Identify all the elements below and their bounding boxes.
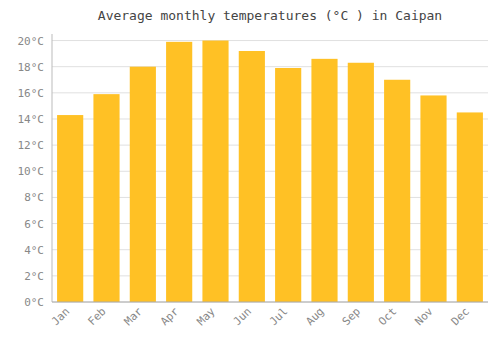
bar bbox=[384, 80, 410, 302]
grid-line bbox=[52, 302, 488, 303]
x-tick-label: Sep bbox=[340, 305, 363, 328]
bar bbox=[57, 115, 83, 302]
y-tick-label: 4°C bbox=[24, 244, 44, 257]
y-tick-label: 2°C bbox=[24, 270, 44, 283]
grid-line bbox=[52, 92, 488, 93]
y-tick-label: 12°C bbox=[18, 139, 45, 152]
y-tick-label: 14°C bbox=[18, 113, 45, 126]
x-tick-label: Apr bbox=[158, 305, 182, 329]
chart: Average monthly temperatures (°C ) in Ca… bbox=[0, 0, 500, 350]
bar bbox=[348, 63, 374, 302]
y-tick-label: 16°C bbox=[18, 87, 45, 100]
x-tick-label: Nov bbox=[412, 305, 436, 329]
x-axis: Jan Feb Mar Apr May Jun Jul Aug Sep Oct Nov Dec bbox=[49, 302, 488, 328]
x-tick-label: Oct bbox=[376, 305, 399, 328]
bar bbox=[457, 112, 483, 302]
x-tick-label: Feb bbox=[85, 305, 108, 328]
y-tick-label: 8°C bbox=[24, 191, 44, 204]
x-tick-label: May bbox=[194, 305, 218, 329]
bar bbox=[239, 51, 265, 302]
y-tick-label: 10°C bbox=[18, 165, 45, 178]
x-tick-label: Jun bbox=[231, 305, 254, 328]
y-axis-line bbox=[52, 34, 53, 302]
bar bbox=[166, 42, 192, 302]
y-tick-label: 6°C bbox=[24, 218, 44, 231]
page: {"chart_data": {"type": "bar", "title": … bbox=[0, 0, 500, 350]
bar bbox=[275, 68, 301, 302]
x-tick-label: Mar bbox=[122, 305, 146, 329]
x-tick-label: Jan bbox=[49, 305, 72, 328]
y-axis: 0°C 2°C 4°C 6°C 8°C 10°C 12°C 14°C 16°C 18°C 20°C bbox=[18, 34, 53, 309]
y-tick-label: 20°C bbox=[18, 35, 45, 48]
bar bbox=[420, 95, 446, 302]
grid-line bbox=[52, 40, 488, 41]
bar bbox=[202, 41, 228, 302]
grid-line bbox=[52, 66, 488, 67]
x-axis-line bbox=[52, 302, 488, 303]
y-tick-label: 18°C bbox=[18, 61, 45, 74]
x-tick-label: Jul bbox=[267, 305, 290, 328]
title: Average monthly temperatures (°C ) in Ca… bbox=[98, 8, 442, 23]
bar bbox=[93, 94, 119, 302]
bar bbox=[130, 67, 156, 302]
x-tick-label: Dec bbox=[449, 305, 472, 328]
x-tick-label: Aug bbox=[303, 305, 326, 328]
bar bbox=[311, 59, 337, 302]
bars bbox=[57, 41, 483, 302]
y-tick-label: 0°C bbox=[24, 296, 44, 309]
grid bbox=[52, 41, 488, 302]
